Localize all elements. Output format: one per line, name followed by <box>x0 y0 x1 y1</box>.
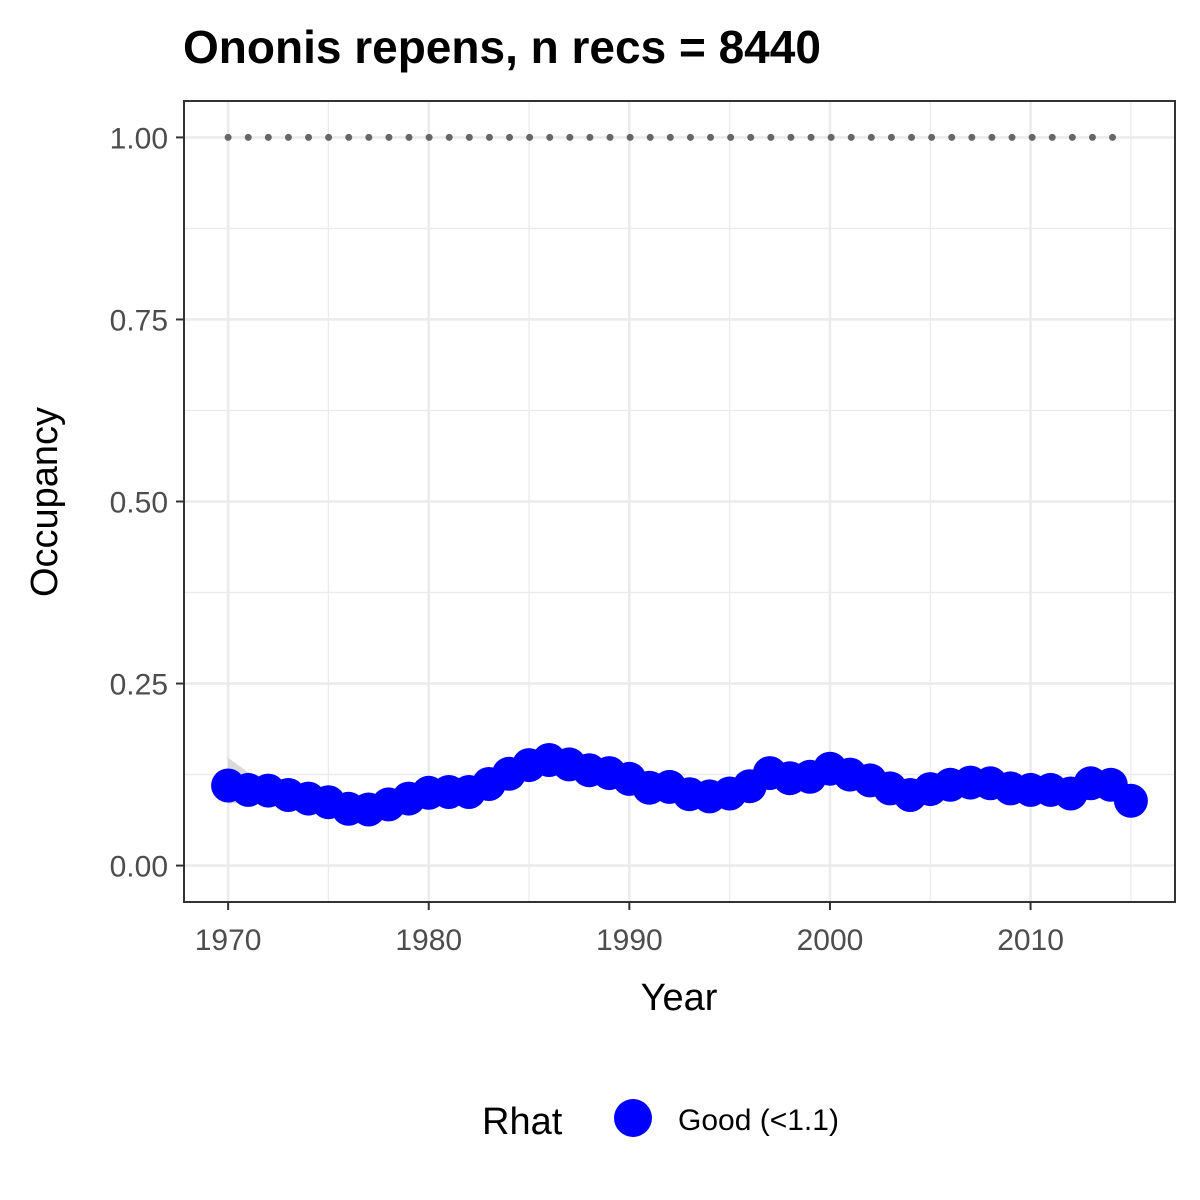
legend-key-good <box>614 1099 652 1137</box>
legend: Rhat Good (<1.1) <box>482 1099 839 1143</box>
x-tick-label: 2010 <box>997 924 1064 957</box>
x-tick-label: 2000 <box>797 924 864 957</box>
legend-label-good: Good (<1.1) <box>678 1104 839 1137</box>
axis-ticks: 1970 1980 1990 2000 2010 0.00 0.25 0.50 0.75 1.00 <box>110 122 1064 957</box>
data-point <box>1113 783 1148 818</box>
x-axis-title: Year <box>641 977 718 1019</box>
y-tick-label: 0.75 <box>110 304 168 337</box>
legend-title: Rhat <box>482 1101 563 1143</box>
y-tick-label: 0.50 <box>110 487 168 520</box>
y-tick-label: 1.00 <box>110 122 168 155</box>
x-tick-label: 1990 <box>596 924 663 957</box>
occupancy-points <box>211 743 1148 827</box>
y-axis-title: Occupancy <box>24 407 66 597</box>
chart-title: Ononis repens, n recs = 8440 <box>183 21 821 73</box>
y-tick-label: 0.25 <box>110 669 168 702</box>
x-tick-label: 1970 <box>195 924 262 957</box>
y-tick-label: 0.00 <box>110 851 168 884</box>
x-tick-label: 1980 <box>395 924 462 957</box>
